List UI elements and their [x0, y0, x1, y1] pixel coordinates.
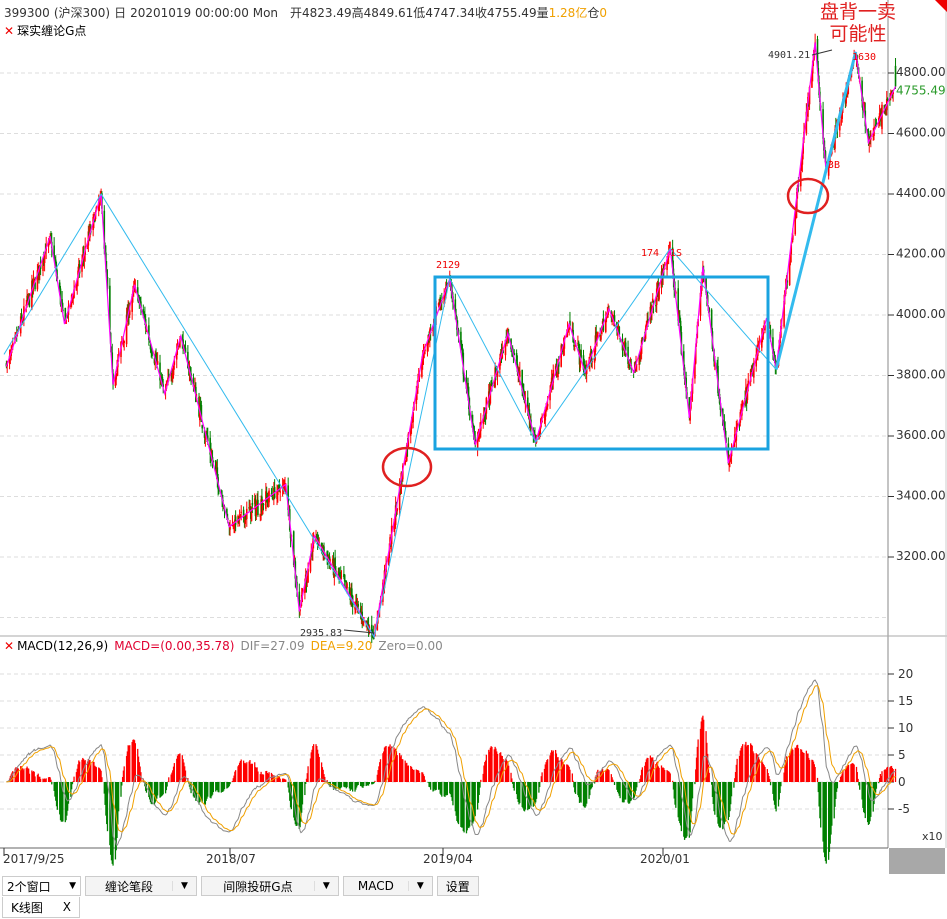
gpoint-select[interactable]: 间隙投研G点 ▼: [200, 876, 339, 896]
label: 间隙投研G点: [223, 879, 293, 894]
price-tick-label: 4800.00: [896, 65, 946, 79]
label: 缠论笔段: [104, 879, 153, 894]
pen-segment-select[interactable]: 缠论笔段 ▼: [85, 876, 197, 896]
close-icon[interactable]: X: [62, 900, 71, 914]
high-label: 高: [351, 6, 364, 20]
window-count-select[interactable]: 2个窗口 ▼: [2, 876, 81, 896]
chevron-down-icon: ▼: [69, 881, 76, 891]
label-leader: [811, 49, 833, 56]
price-tick-label: 3800.00: [896, 368, 946, 382]
tab-kline[interactable]: K线图 X: [2, 897, 80, 918]
candles: [5, 33, 897, 644]
macd-tick-label: 5: [898, 748, 906, 762]
pos-value: 0: [599, 6, 607, 20]
toolbar: 2个窗口 ▼ 缠论笔段 ▼ 间隙投研G点 ▼ MACD ▼ 设置: [2, 876, 479, 896]
vol-value: 1.28亿: [548, 6, 588, 20]
datetime: 20201019 00:00:00 Mon: [130, 6, 279, 20]
high-price-label: 4901.21: [768, 50, 810, 61]
pen-line: [5, 42, 897, 639]
label: 2个窗口: [7, 879, 51, 894]
dif-value: DIF=27.09: [240, 639, 305, 653]
index-name: (沪深300): [53, 6, 111, 20]
label-leader: [343, 629, 375, 634]
annotation-line2: 可能性: [829, 23, 887, 45]
low-price-label: 2935.83: [300, 628, 342, 639]
point-label: 1630: [852, 52, 876, 63]
low-label: 低: [413, 6, 426, 20]
pos-label: 仓: [587, 6, 600, 20]
highlight-circle: [381, 446, 433, 488]
point-label: 174: [641, 248, 659, 259]
open-label: 开: [290, 6, 303, 20]
dea-line: [6, 685, 896, 835]
high-value: 4849.61: [363, 6, 414, 20]
scrollbar-thumb[interactable]: [889, 848, 945, 874]
chevron-down-icon[interactable]: ▼: [313, 881, 338, 891]
macd-tick-label: 0: [898, 775, 906, 789]
price-tick-label: 3200.00: [896, 549, 946, 563]
last-price-label: 4755.49: [896, 83, 946, 97]
code: 399300: [4, 6, 50, 20]
chevron-down-icon[interactable]: ▼: [407, 881, 432, 891]
label: 设置: [445, 879, 470, 894]
price-tick-label: 4200.00: [896, 247, 946, 261]
price-tick-label: 4000.00: [896, 307, 946, 321]
dea-value: DEA=9.20: [310, 639, 373, 653]
open-value: 4823.49: [302, 6, 352, 20]
close-icon[interactable]: ✕: [4, 24, 15, 38]
pivot-box: [433, 275, 770, 451]
quote-header: 399300 (沪深300) 日 20201019 00:00:00 Mon 开4823…: [4, 4, 607, 21]
price-tick-label: 4400.00: [896, 186, 946, 200]
close-label: 收: [474, 6, 487, 20]
corner-flag-icon: [935, 0, 947, 12]
close-value: 4755.49: [486, 6, 537, 20]
point-label: 2129: [436, 260, 460, 271]
annotation-line1: 盘背一卖: [820, 1, 897, 23]
price-tick-label: 3600.00: [896, 428, 946, 442]
macd-tick-label: 10: [898, 721, 913, 735]
low-value: 4747.34: [425, 6, 475, 20]
x-tick-label: 2017/9/25: [3, 852, 65, 866]
macd-value: MACD=(0.00,35.78): [114, 639, 235, 653]
point-label: 3B: [828, 160, 840, 171]
macd-legend: ✕ MACD(12,26,9) MACD=(0.00,35.78) DIF=27.09…: [4, 639, 449, 653]
macd-name: MACD(12,26,9): [17, 639, 109, 653]
tab-label: K线图: [11, 900, 43, 915]
macd-tick-label: -5: [898, 802, 910, 816]
indicator-name: 琛实缠论G点: [17, 24, 87, 38]
kline-chart[interactable]: 4800.00 4600.00 4400.00 4200.00 4000.00 3800.…: [0, 0, 947, 875]
dif-line: [6, 679, 896, 847]
segment-line: [3, 193, 777, 639]
label: MACD: [357, 879, 394, 893]
price-tick-label: 3400.00: [896, 489, 946, 503]
x-tick-label: 2018/07: [206, 852, 256, 866]
macd-unit-label: x10: [922, 830, 943, 843]
macd-select[interactable]: MACD ▼: [342, 876, 433, 896]
x-tick-label: 2019/04: [423, 852, 473, 866]
zero-value: Zero=0.00: [378, 639, 443, 653]
macd-tick-label: 15: [898, 694, 913, 708]
price-tick-label: 4600.00: [896, 126, 946, 140]
macd-tick-label: 20: [898, 667, 913, 681]
point-label: 1S: [670, 248, 682, 259]
period: 日: [114, 6, 127, 20]
main-indicator-legend: ✕ 琛实缠论G点: [4, 22, 86, 39]
close-icon[interactable]: ✕: [4, 639, 15, 653]
macd-histogram: [6, 715, 897, 866]
chevron-down-icon[interactable]: ▼: [172, 881, 196, 891]
highlight-circle: [786, 177, 830, 215]
settings-button[interactable]: 设置: [436, 876, 479, 896]
vol-label: 量: [536, 6, 549, 20]
annotation-text: 盘背一卖 可能性: [820, 1, 896, 45]
x-tick-label: 2020/01: [640, 852, 690, 866]
